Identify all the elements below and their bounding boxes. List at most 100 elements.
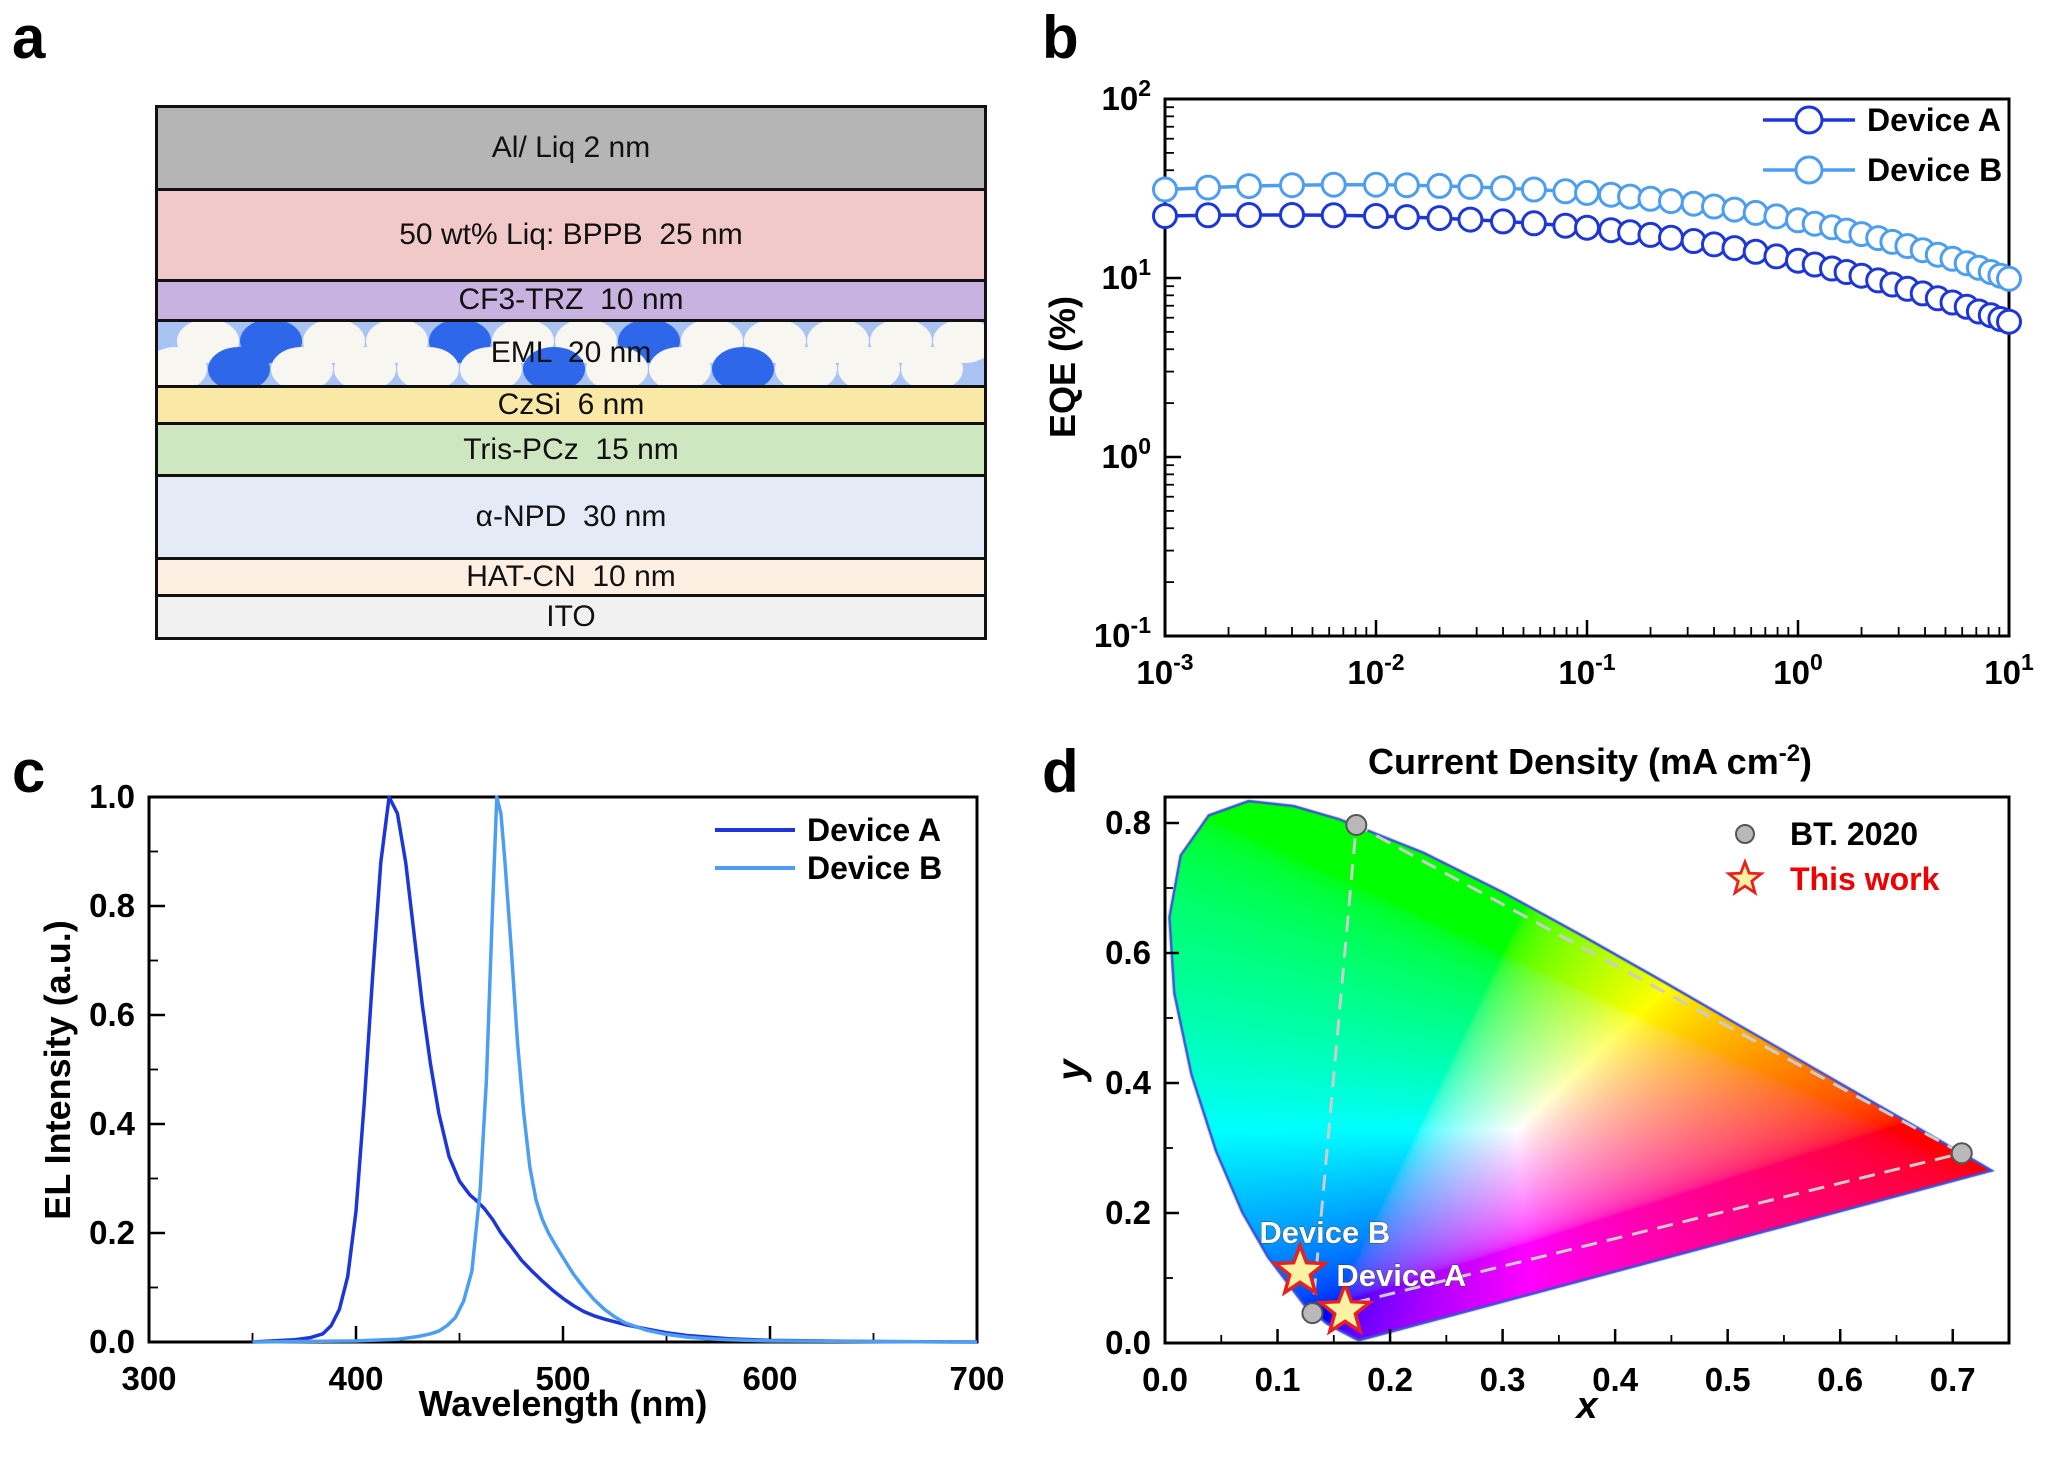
host-dot xyxy=(397,346,459,385)
data-marker xyxy=(1195,202,1222,229)
data-marker xyxy=(1763,243,1790,270)
stack-layer-α-NPD: α-NPD 30 nm xyxy=(158,474,984,557)
legend-label: This work xyxy=(1790,861,1940,897)
star-marker-device-b xyxy=(1270,1240,1330,1297)
series-device-a xyxy=(252,795,978,1344)
y-tick-label: 1.0 xyxy=(89,778,135,815)
legend-item-device-b: Device B xyxy=(715,850,942,886)
stack-layer-label: ITO xyxy=(546,600,596,634)
legend-item-device-a: Device A xyxy=(715,812,941,848)
bt2020-triangle xyxy=(1310,822,1966,1316)
star-marker-device-a xyxy=(1315,1279,1375,1336)
stack-layer-EML: EML 20 nm xyxy=(158,318,984,385)
legend-label: Device A xyxy=(807,812,941,848)
data-marker xyxy=(1552,212,1579,239)
y-tick-label: 0.6 xyxy=(89,996,135,1033)
x-tick-label: 0.7 xyxy=(1930,1361,1976,1398)
host-dot xyxy=(649,346,711,385)
cie-chart-overlay: 0.0 0.1 0.2 0.3 0.4 0.5 0.6 0.7 0.0 0.2 0.4 0.6 0.8 D… xyxy=(1105,795,2011,1398)
data-marker xyxy=(1363,203,1389,229)
data-marker xyxy=(1426,172,1453,199)
point-label-device-b: Device B xyxy=(1259,1215,1390,1250)
x-tick-label: 500 xyxy=(535,1360,590,1397)
stack-layer-label: EML 20 nm xyxy=(490,336,652,370)
legend-label: Device B xyxy=(1867,152,2002,188)
legend-label: Device A xyxy=(1867,102,2001,138)
point-label-device-a: Device A xyxy=(1336,1258,1466,1293)
x-tick-label: 600 xyxy=(742,1360,797,1397)
x-tick-label: 10-1 xyxy=(1558,649,1615,691)
stack-layer-HAT-CN: HAT-CN 10 nm xyxy=(158,556,984,595)
legend-item-device-a: Device A xyxy=(1763,102,2001,138)
data-marker xyxy=(1279,172,1305,199)
x-tick-label: 101 xyxy=(1984,649,2034,691)
legend-star-marker xyxy=(1724,858,1766,897)
y-tick-label: 0.4 xyxy=(89,1105,136,1142)
x-tick-label: 300 xyxy=(121,1360,176,1397)
stack-layer-label: α-NPD 30 nm xyxy=(475,499,667,533)
panel-b-letter: b xyxy=(1042,4,1079,71)
data-marker xyxy=(1721,196,1748,223)
host-dot xyxy=(271,346,333,385)
host-dot xyxy=(586,346,648,385)
data-marker xyxy=(1996,265,2022,292)
data-marker xyxy=(1658,188,1684,215)
x-tick-label: 0.2 xyxy=(1367,1361,1413,1398)
panel-a-letter: a xyxy=(12,4,46,71)
data-marker xyxy=(1393,204,1420,231)
y-tick-label: 100 xyxy=(1101,433,1151,475)
data-marker xyxy=(1721,235,1748,262)
series-device-b xyxy=(252,795,978,1344)
data-marker xyxy=(1996,308,2022,335)
stack-layer-ITO: ITO xyxy=(158,594,984,637)
y-tick-label: 0.2 xyxy=(1105,1194,1151,1231)
device-layer-stack: Al/ Liq 2 nm 50 wt% Liq: BPPB 25 nm CF3-TR… xyxy=(155,105,987,640)
legend-label: Device B xyxy=(807,850,942,886)
dopant-dot xyxy=(208,346,270,385)
data-marker xyxy=(1742,238,1769,265)
eml-dopant-dot-pattern xyxy=(158,321,984,385)
cie-plot: 0.0 0.1 0.2 0.3 0.4 0.5 0.6 0.7 0.0 0.2 0.4 0.6 0.8 D… xyxy=(1105,795,2011,1398)
x-tick-label: 0.1 xyxy=(1255,1361,1301,1398)
y-tick-label: 0.8 xyxy=(89,887,135,924)
stack-layer-50: 50 wt% Liq: BPPB 25 nm xyxy=(158,187,984,280)
data-marker xyxy=(1490,175,1516,202)
y-tick-label: 0.4 xyxy=(1105,1064,1152,1101)
y-tick-label: 0.2 xyxy=(89,1214,135,1251)
panel-c-letter: c xyxy=(12,738,46,805)
x-tick-label: 400 xyxy=(328,1360,383,1397)
bt2020-vertex-marker xyxy=(1950,1142,1973,1165)
stack-layer-label: Al/ Liq 2 nm xyxy=(491,130,651,164)
stack-layer-Al: Al/ Liq 2 nm xyxy=(158,108,984,188)
cie-y-axis-title: y xyxy=(1050,1059,1093,1081)
data-marker xyxy=(1195,174,1222,201)
legend-marker xyxy=(1794,105,1824,135)
data-marker xyxy=(1320,171,1347,198)
bt2020-vertex-marker xyxy=(1345,813,1368,836)
dopant-dot xyxy=(523,346,585,385)
stack-layer-label: Tris-PCz 15 nm xyxy=(463,432,679,466)
legend-marker xyxy=(1794,155,1824,185)
data-marker xyxy=(1426,205,1453,232)
panel-d-letter: d xyxy=(1042,738,1079,805)
y-tick-label: 101 xyxy=(1101,254,1151,296)
dopant-dot xyxy=(712,346,774,385)
host-dot xyxy=(838,346,900,385)
stack-layer-label: CzSi 6 nm xyxy=(497,388,645,422)
plot-frame xyxy=(1163,795,2011,1345)
host-dot xyxy=(460,346,522,385)
eqe-chart: 10-3 10-2 10-1 100 101 10-1 100 101 102 Device A D… xyxy=(1094,75,2034,691)
el-spectra-chart: 300 400 500 600 700 0.0 0.2 0.4 0.6 0.8 1.0 Device … xyxy=(89,778,1004,1397)
y-tick-label: 0.0 xyxy=(1105,1324,1151,1361)
stack-layer-label: HAT-CN 10 nm xyxy=(466,559,676,593)
cie-x-axis-title: x xyxy=(1576,1385,1598,1427)
data-marker xyxy=(1490,208,1516,235)
y-tick-label: 0.6 xyxy=(1105,934,1151,971)
data-marker xyxy=(1393,172,1420,199)
stack-layer-label: 50 wt% Liq: BPPB 25 nm xyxy=(399,217,743,251)
x-tick-label: 10-2 xyxy=(1347,649,1404,691)
legend-item-this-work: This work xyxy=(1724,858,1940,897)
data-marker xyxy=(1763,203,1790,230)
data-marker xyxy=(1457,206,1484,233)
